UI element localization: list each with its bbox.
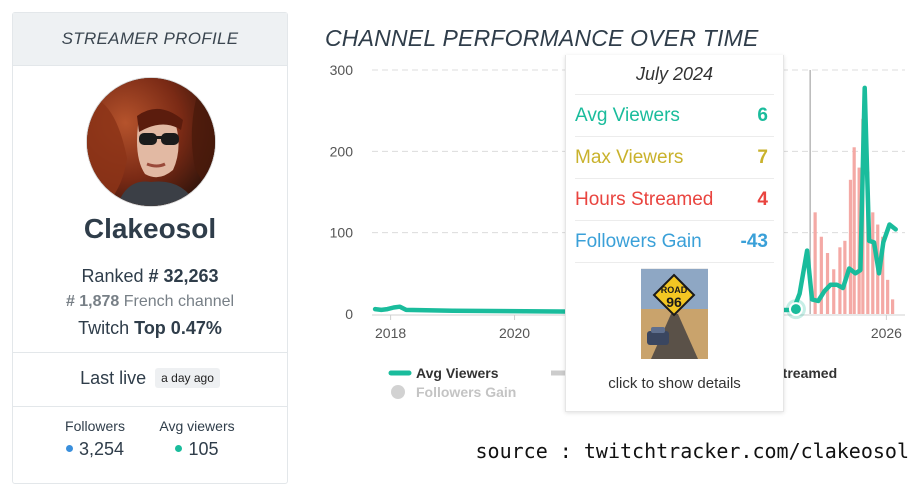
- tooltip-value: 6: [757, 105, 768, 126]
- tooltip-row-followers-gain: Followers Gain -43: [575, 220, 774, 263]
- tooltip-row-avg-viewers: Avg Viewers 6: [575, 94, 774, 136]
- tooltip-month: July 2024: [635, 64, 714, 84]
- hours-streamed-bar: [825, 253, 830, 314]
- avg-viewers-label: Avg viewers: [159, 418, 235, 434]
- twitch-top-value: Top 0.47%: [134, 318, 222, 338]
- tooltip-footer[interactable]: click to show details: [608, 375, 741, 392]
- followers-label: Followers: [65, 418, 125, 434]
- tooltip-label: Max Viewers: [575, 147, 684, 168]
- tooltip-label: Followers Gain: [575, 231, 702, 252]
- chart-tooltip[interactable]: July 2024 Avg Viewers 6 Max Viewers 7 Ho…: [565, 55, 784, 412]
- rank-stats: Ranked # 32,263 # 1,878 French channel T…: [13, 263, 287, 341]
- avg-viewers-value: 105: [188, 439, 219, 459]
- national-rank-value: # 1,878: [65, 293, 120, 310]
- y-tick-label: 200: [330, 143, 354, 159]
- profile-card-title: STREAMER PROFILE: [13, 13, 287, 66]
- tooltip-value: 4: [757, 189, 768, 210]
- legend-followers-gain-label: Followers Gain: [416, 384, 516, 400]
- streamer-avatar[interactable]: [86, 77, 216, 207]
- tooltip-value: -43: [740, 231, 768, 252]
- divider: [13, 406, 287, 407]
- legend-followers-gain-swatch: [391, 385, 405, 399]
- followers-value-row: 3,254: [35, 439, 155, 460]
- y-tick-label: 300: [330, 62, 354, 78]
- streamer-profile-card: STREAMER PROFILE Clakeosol Ranked # 3: [12, 12, 288, 484]
- game-cover-image[interactable]: ROAD 96: [641, 268, 708, 359]
- hours-streamed-bar: [813, 212, 817, 314]
- tooltip-label: Hours Streamed: [575, 189, 714, 210]
- followers-stat: Followers 3,254: [35, 418, 155, 460]
- streamer-name: Clakeosol: [83, 213, 217, 244]
- twitch-top-rank: Twitch Top 0.47%: [13, 315, 287, 341]
- hours-streamed-bar: [832, 269, 836, 314]
- legend-avg-viewers-label: Avg Viewers: [416, 365, 499, 381]
- national-rank: # 1,878 French channel: [13, 289, 287, 315]
- hours-streamed-bar: [886, 279, 890, 314]
- avg-viewers-dot-icon: [175, 445, 183, 452]
- y-tick-label: 100: [330, 225, 354, 241]
- tooltip-label: Avg Viewers: [575, 105, 680, 126]
- national-rank-label: French channel: [119, 293, 235, 310]
- tooltip-row-hours-streamed: Hours Streamed 4: [575, 178, 774, 220]
- hours-streamed-bar: [871, 212, 875, 314]
- hours-streamed-bar: [866, 171, 870, 314]
- hours-streamed-bar: [848, 179, 853, 314]
- hours-streamed-bar: [881, 236, 885, 314]
- y-tick-label: 0: [345, 306, 353, 322]
- game-cover-number: 96: [666, 294, 682, 310]
- last-live-badge: a day ago: [155, 368, 220, 388]
- followers-dot-icon: [65, 445, 73, 452]
- global-rank-label: Ranked: [81, 266, 149, 286]
- global-rank: Ranked # 32,263: [13, 263, 287, 289]
- x-tick-label: 2020: [499, 325, 530, 341]
- twitch-top-label: Twitch: [78, 318, 135, 338]
- divider: [13, 352, 287, 353]
- highlight-point: [788, 302, 803, 317]
- x-tick-label: 2026: [871, 325, 902, 341]
- source-caption: source : twitchtracker.com/clakeosol: [475, 439, 909, 463]
- followers-value: 3,254: [78, 439, 125, 459]
- avg-viewers-value-row: 105: [137, 439, 257, 460]
- hours-streamed-bar: [891, 299, 895, 314]
- hours-streamed-bar: [852, 147, 856, 314]
- game-cover-word: ROAD: [661, 285, 688, 295]
- tooltip-row-max-viewers: Max Viewers 7: [575, 136, 774, 178]
- chart-title: CHANNEL PERFORMANCE OVER TIME: [325, 25, 759, 51]
- hours-streamed-bar: [819, 236, 823, 314]
- last-live-label: Last live: [80, 368, 147, 388]
- avg-viewers-line: [372, 85, 898, 314]
- global-rank-value: # 32,263: [148, 266, 219, 286]
- avg-viewers-stat: Avg viewers 105: [137, 418, 257, 460]
- tooltip-value: 7: [757, 147, 768, 168]
- x-tick-label: 2018: [375, 325, 406, 341]
- last-live: Last live a day ago: [13, 368, 287, 389]
- hours-streamed-bar: [838, 247, 842, 314]
